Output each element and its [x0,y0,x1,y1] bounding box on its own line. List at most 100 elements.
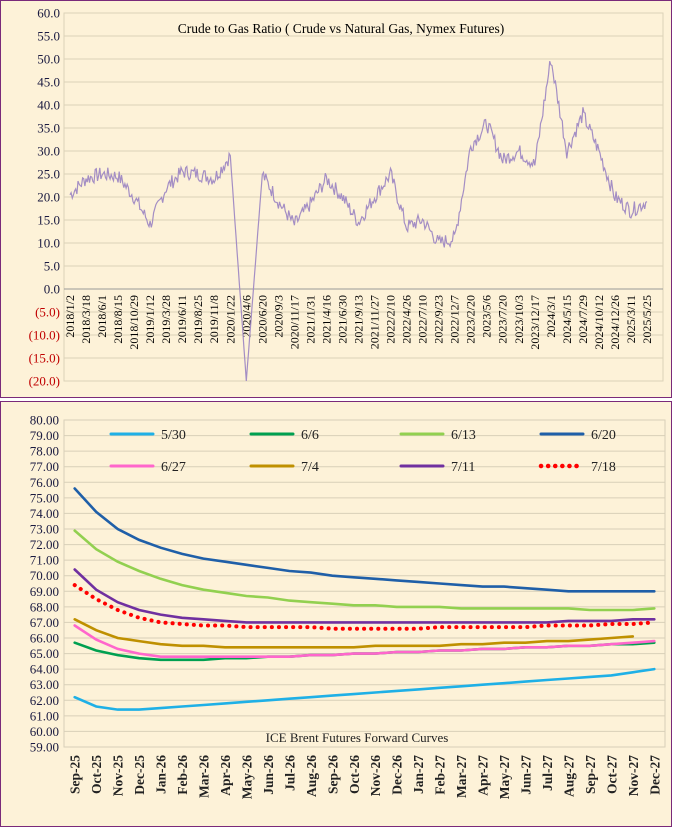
x-tick-label: 2021/6/30 [335,295,349,344]
series-line-7-18 [72,583,657,631]
x-tick-label: 2024/12/26 [608,295,622,350]
x-tick-label: Jun-26 [261,755,276,795]
legend-label: 7/4 [301,460,319,475]
legend: 5/30 6/6 6/13 6/20 6/27 7/4 7/11 7/18 [109,428,616,475]
x-tick-label: Jan-27 [411,755,426,794]
y-tick-label: 40.0 [37,98,60,113]
x-tick-label: 2024/3/1 [544,295,558,338]
y-tick-label: 35.0 [37,121,60,136]
x-tick-label: 2019/6/11 [175,295,189,343]
y-tick-label: 78.00 [30,444,59,459]
crude-gas-ratio-chart: 60.0 55.0 50.0 45.0 40.0 35.0 30.0 25.0 20.0 15.0… [29,6,664,389]
x-tick-label: 2023/10/3 [512,295,526,344]
legend-label: 5/30 [161,428,186,443]
y-tick-label: 69.00 [30,584,59,599]
ratio-series-line [69,61,648,382]
x-tick-label: Jul-27 [540,755,555,791]
legend-label: 6/13 [451,428,476,443]
y-tick-label: 74.00 [30,506,59,521]
x-tick-label: Mar-26 [197,755,212,798]
x-tick-label: 2022/4/26 [400,295,414,344]
series-line-5-30 [73,667,656,711]
y-tick-label: 15.0 [37,213,60,228]
x-tick-label: 2024/7/29 [576,295,590,344]
y-tick-label: 20.0 [37,190,60,205]
y-tick-label: 50.0 [37,52,60,67]
y-tick-label: 0.0 [44,282,60,297]
x-tick-label: 2019/11/8 [207,295,221,343]
series-line-7-4 [73,618,635,649]
x-tick-label: 2018/1/2 [63,295,77,338]
x-tick-label: Jan-26 [154,755,169,794]
x-tick-label: Aug-27 [561,755,576,797]
x-tick-label: Apr-27 [476,755,491,796]
y-tick-label: 61.00 [30,708,59,723]
y-tick-label: 59.00 [30,740,59,755]
series-line-7-11 [73,568,656,624]
x-tick-label: 2022/2/10 [384,295,398,344]
y-tick-label: 10.0 [37,236,60,251]
y-tick-label: 30.0 [37,144,60,159]
x-tick-label: 2023/7/20 [496,295,510,344]
series-line-6-13 [73,529,656,612]
x-tick-label: Oct-26 [347,755,362,794]
y-tick-label: 64.00 [30,662,59,677]
x-tick-label: 2019/3/28 [159,295,173,344]
y-tick-label: 63.00 [30,677,59,692]
y-tick-label: 66.00 [30,631,59,646]
x-tick-label: 2022/9/23 [432,295,446,344]
x-tick-label: 2020/6/20 [255,295,269,344]
x-tick-label: 2020/1/22 [223,295,237,344]
x-tick-label: Sep-25 [68,755,83,794]
brent-forward-curves-panel: 80.00 79.00 78.00 77.00 76.00 75.00 74.00 73.00… [0,401,672,827]
y-tick-label: 72.00 [30,537,59,552]
x-tick-label: 2019/8/25 [191,295,205,344]
x-tick-label: Feb-27 [433,755,448,795]
x-tick-label: Oct-25 [89,755,104,794]
y-tick-label: (15.0) [29,351,60,366]
crude-gas-ratio-chart-panel: 60.0 55.0 50.0 45.0 40.0 35.0 30.0 25.0 20.0 15.0… [0,0,672,398]
x-tick-label: 2025/3/11 [624,295,638,343]
x-tick-label: 2023/5/6 [480,295,494,338]
x-tick-label: 2018/3/18 [79,295,93,344]
series-line-6-20 [73,487,656,593]
x-tick-label: Jun-27 [518,755,533,795]
y-tick-label: 25.0 [37,167,60,182]
x-tick-label: Feb-26 [175,755,190,795]
y-tick-label: (10.0) [29,328,60,343]
y-tick-label: 73.00 [30,522,59,537]
x-tick-label: Dec-25 [132,755,147,795]
x-tick-label: 2020/11/17 [287,295,301,349]
x-tick-label: Dec-27 [647,755,662,795]
x-tick-label: 2018/6/1 [95,295,109,338]
x-tick-label: Sep-26 [325,755,340,794]
y-tick-label: 76.00 [30,475,59,490]
y-tick-label: 60.00 [30,724,59,739]
x-tick-label: Mar-27 [454,755,469,798]
x-tick-label: 2022/12/7 [448,295,462,344]
y-tick-label: 5.0 [44,259,60,274]
x-tick-label: Aug-26 [304,755,319,797]
y-tick-label: 60.0 [37,6,60,21]
x-tick-label: Jul-26 [282,755,297,791]
y-tick-label: 55.0 [37,29,60,44]
y-tick-label: (20.0) [29,374,60,389]
x-tick-label: 2023/2/20 [464,295,478,344]
legend-label: 7/18 [591,460,616,475]
x-tick-label: 2025/5/25 [640,295,654,344]
x-tick-label: 2024/10/12 [592,295,606,350]
y-tick-label: 68.00 [30,599,59,614]
x-tick-label: Oct-27 [604,755,619,794]
legend-label: 7/11 [451,460,475,475]
x-tick-label: 2021/4/16 [319,295,333,344]
y-tick-label: 75.00 [30,490,59,505]
x-tick-label: May-26 [239,755,254,799]
y-tick-label: (5.0) [35,305,60,320]
chart-title: ICE Brent Futures Forward Curves [266,730,449,745]
legend-label: 6/27 [161,460,186,475]
legend-label: 6/20 [591,428,616,443]
y-tick-label: 70.00 [30,568,59,583]
x-tick-label: 2020/9/3 [271,295,285,338]
x-tick-label: 2021/1/31 [303,295,317,344]
x-tick-label: May-27 [497,755,512,799]
